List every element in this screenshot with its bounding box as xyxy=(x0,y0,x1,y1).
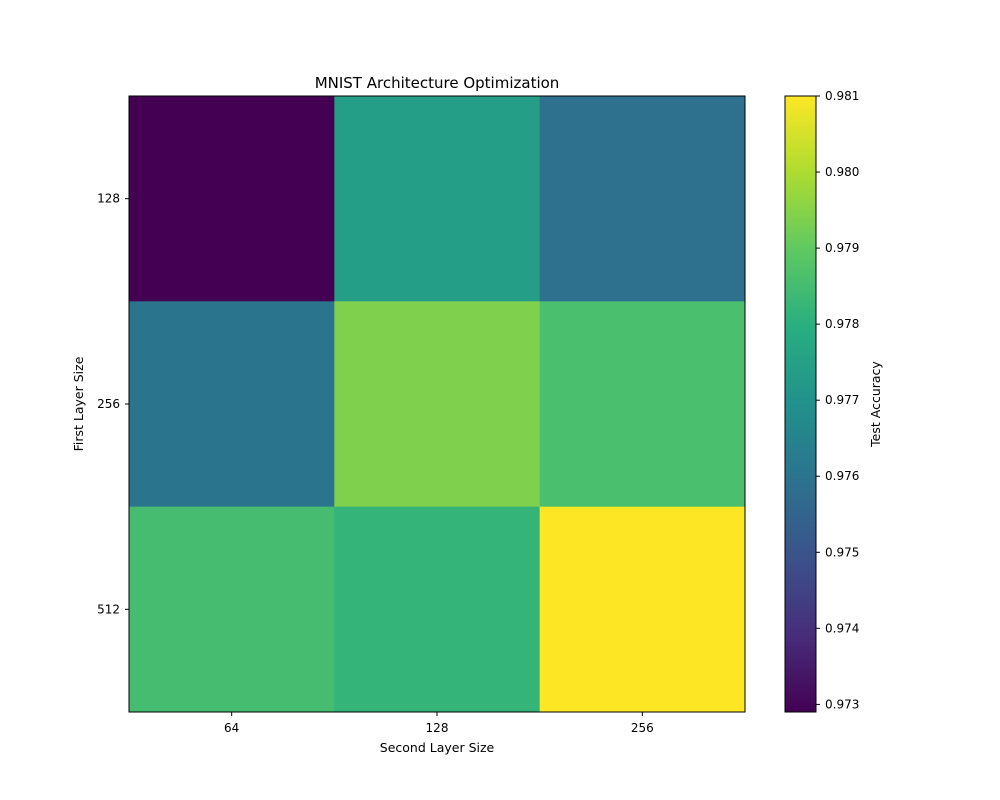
y-axis-ticks: 128 256 512 xyxy=(97,192,129,616)
colorbar-tick-label: 0.981 xyxy=(825,89,859,103)
x-tick-label: 256 xyxy=(631,721,654,735)
heatmap-cell xyxy=(129,301,335,508)
y-tick-label: 256 xyxy=(97,397,120,411)
x-axis-label: Second Layer Size xyxy=(380,740,495,755)
heatmap-cell xyxy=(539,506,746,713)
y-tick-label: 512 xyxy=(97,602,120,616)
heatmap-cells xyxy=(129,96,746,713)
colorbar-tick-label: 0.980 xyxy=(825,165,859,179)
colorbar-tick-label: 0.974 xyxy=(825,621,859,635)
heatmap-cell xyxy=(129,96,335,302)
colorbar-tick-label: 0.979 xyxy=(825,241,859,255)
heatmap-cell xyxy=(539,96,746,302)
heatmap-cell xyxy=(539,301,746,508)
colorbar-tick-label: 0.975 xyxy=(825,545,859,559)
x-tick-label: 128 xyxy=(426,721,449,735)
heatmap-cell xyxy=(334,96,541,302)
chart-title: MNIST Architecture Optimization xyxy=(315,74,560,92)
x-axis-ticks: 64 128 256 xyxy=(224,712,654,735)
colorbar-tick-label: 0.977 xyxy=(825,393,859,407)
x-tick-label: 64 xyxy=(224,721,239,735)
colorbar-label: Test Accuracy xyxy=(868,361,883,448)
colorbar-ticks: 0.973 0.974 0.975 0.976 0.977 0.978 0.979 0.980… xyxy=(816,89,859,711)
heatmap-cell xyxy=(334,301,541,508)
y-axis-label: First Layer Size xyxy=(71,356,86,451)
colorbar-tick-label: 0.976 xyxy=(825,469,859,483)
y-tick-label: 128 xyxy=(97,192,120,206)
colorbar xyxy=(784,95,817,713)
colorbar-tick-label: 0.973 xyxy=(825,697,859,711)
heatmap-cell xyxy=(129,506,335,713)
colorbar-tick-label: 0.978 xyxy=(825,317,859,331)
heatmap-cell xyxy=(334,506,541,713)
